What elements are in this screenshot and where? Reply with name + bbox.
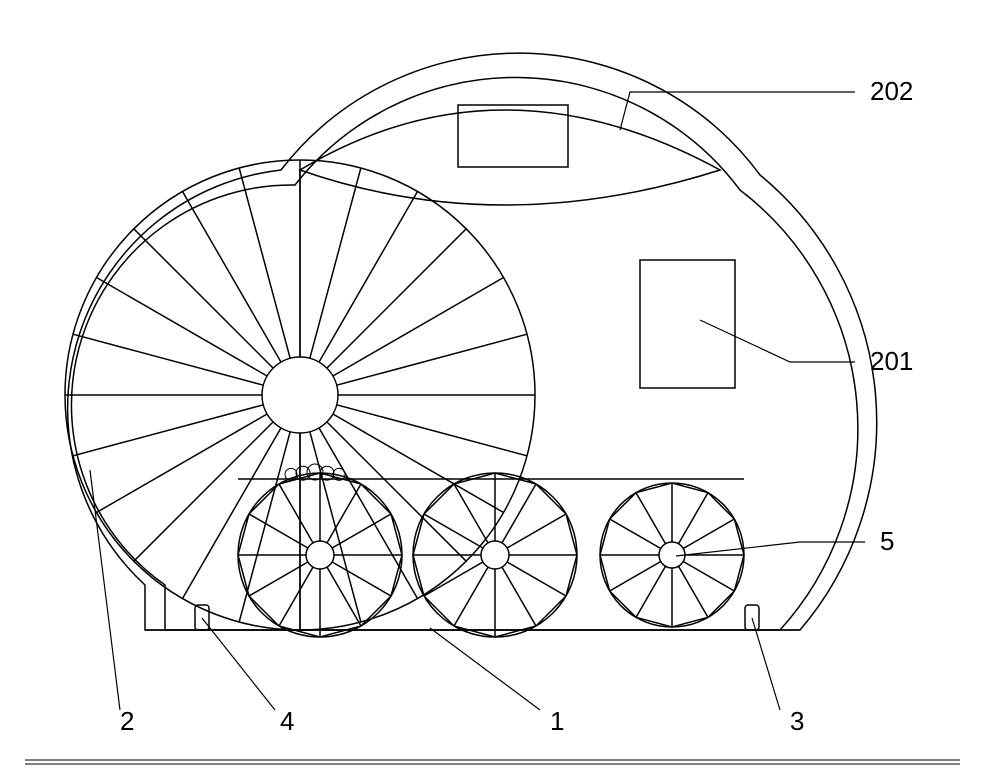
label-4: 4 — [280, 706, 294, 736]
label-2: 2 — [120, 706, 134, 736]
label-1: 1 — [550, 706, 564, 736]
label-3: 3 — [790, 706, 804, 736]
diagram-container: 202 201 5 3 1 4 2 — [0, 0, 1000, 782]
diagram-svg: 202 201 5 3 1 4 2 — [0, 0, 1000, 782]
label-201: 201 — [870, 346, 913, 376]
label-202: 202 — [870, 76, 913, 106]
label-5: 5 — [880, 526, 894, 556]
